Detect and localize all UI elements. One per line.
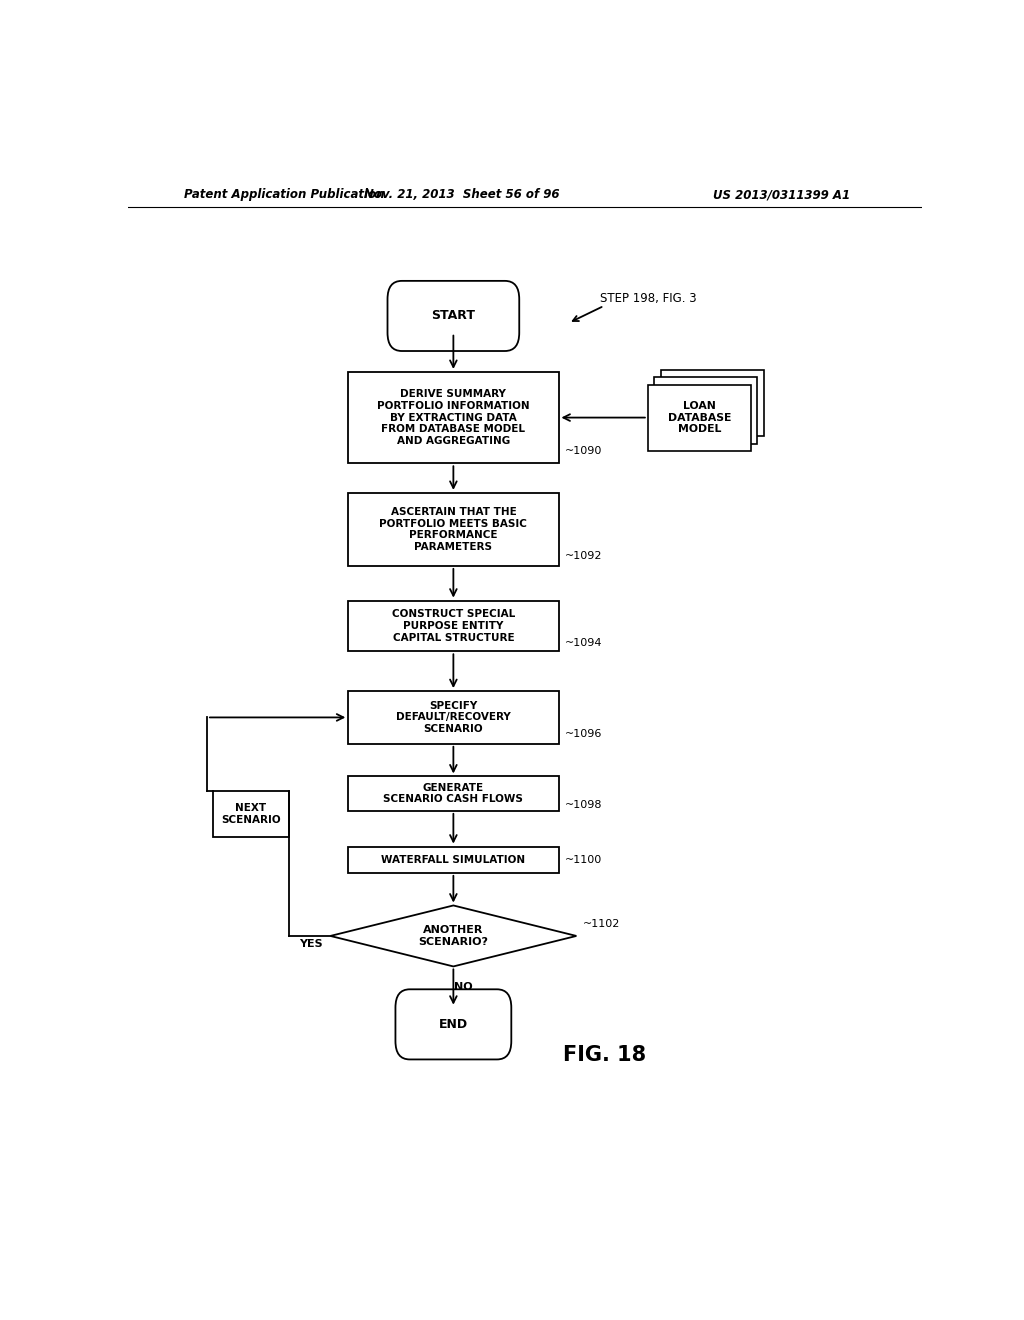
Text: Nov. 21, 2013  Sheet 56 of 96: Nov. 21, 2013 Sheet 56 of 96 (364, 189, 559, 202)
Text: ~1090: ~1090 (565, 446, 602, 457)
Bar (213, 791, 289, 837)
Text: LOAN
DATABASE
MODEL: LOAN DATABASE MODEL (668, 401, 731, 434)
Text: NEXT
SCENARIO: NEXT SCENARIO (221, 803, 281, 825)
Text: YES: YES (299, 939, 323, 949)
Text: ANOTHER
SCENARIO?: ANOTHER SCENARIO? (419, 925, 488, 946)
Polygon shape (331, 906, 577, 966)
Text: ~1092: ~1092 (565, 550, 602, 561)
Text: ~1098: ~1098 (565, 800, 602, 810)
Text: ASCERTAIN THAT THE
PORTFOLIO MEETS BASIC
PERFORMANCE
PARAMETERS: ASCERTAIN THAT THE PORTFOLIO MEETS BASIC… (380, 507, 527, 552)
Bar (348, 492, 558, 566)
Bar (660, 371, 764, 437)
Text: SPECIFY
DEFAULT/RECOVERY
SCENARIO: SPECIFY DEFAULT/RECOVERY SCENARIO (396, 701, 511, 734)
FancyBboxPatch shape (395, 989, 511, 1060)
Text: US 2013/0311399 A1: US 2013/0311399 A1 (713, 189, 850, 202)
Text: GENERATE
SCENARIO CASH FLOWS: GENERATE SCENARIO CASH FLOWS (383, 783, 523, 804)
Text: ~1100: ~1100 (565, 855, 602, 865)
Text: ~1094: ~1094 (565, 639, 602, 648)
Text: FIG. 18: FIG. 18 (562, 1045, 646, 1065)
Bar (654, 378, 758, 444)
Bar (348, 846, 558, 873)
Text: Patent Application Publication: Patent Application Publication (183, 189, 384, 202)
Text: DERIVE SUMMARY
PORTFOLIO INFORMATION
BY EXTRACTING DATA
FROM DATABASE MODEL
AND : DERIVE SUMMARY PORTFOLIO INFORMATION BY … (377, 389, 529, 446)
Text: ~1102: ~1102 (583, 919, 621, 929)
Text: CONSTRUCT SPECIAL
PURPOSE ENTITY
CAPITAL STRUCTURE: CONSTRUCT SPECIAL PURPOSE ENTITY CAPITAL… (392, 610, 515, 643)
Bar (348, 776, 558, 810)
Text: WATERFALL SIMULATION: WATERFALL SIMULATION (381, 855, 525, 865)
Bar (348, 372, 558, 463)
Text: NO: NO (454, 982, 472, 991)
Text: START: START (431, 309, 475, 322)
Bar (348, 601, 558, 651)
Text: END: END (439, 1018, 468, 1031)
Text: ~1096: ~1096 (565, 729, 602, 739)
Bar (348, 690, 558, 744)
Bar (648, 384, 751, 450)
Text: STEP 198, FIG. 3: STEP 198, FIG. 3 (600, 292, 696, 305)
FancyBboxPatch shape (387, 281, 519, 351)
